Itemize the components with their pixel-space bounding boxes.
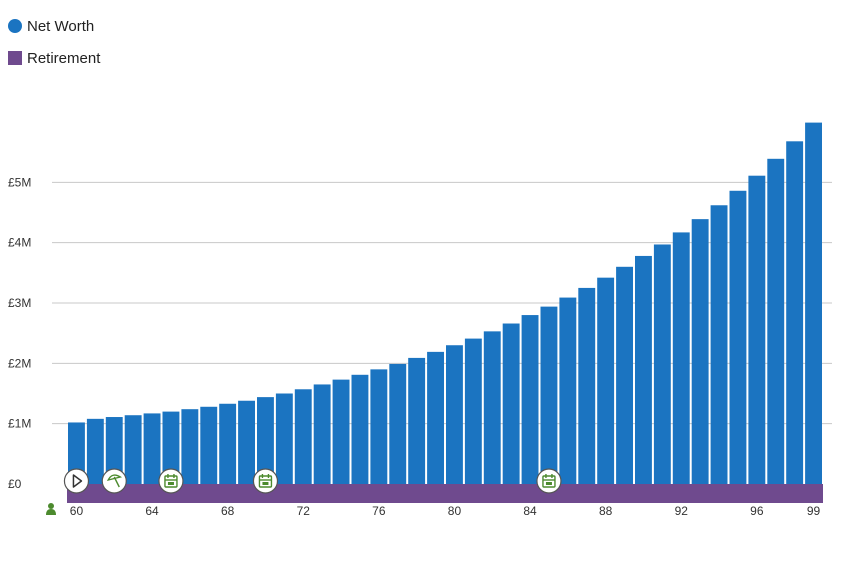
net-worth-bar[interactable] (483, 331, 501, 484)
beach-umbrella-icon (106, 474, 123, 488)
y-tick-label: £5M (8, 175, 31, 189)
net-worth-bar[interactable] (597, 277, 615, 484)
legend: Net Worth Retirement (8, 10, 100, 74)
net-worth-bar[interactable] (389, 363, 407, 484)
net-worth-bar[interactable] (616, 266, 633, 484)
net-worth-bar[interactable] (672, 232, 690, 484)
play-icon (72, 474, 83, 488)
y-tick-label: £3M (8, 296, 31, 310)
net-worth-bar[interactable] (238, 400, 255, 484)
y-tick-label: £2M (8, 356, 31, 370)
net-worth-bar[interactable] (351, 374, 369, 484)
net-worth-bar[interactable] (162, 411, 180, 484)
event-marker[interactable] (536, 468, 562, 494)
y-tick-label: £0 (8, 477, 22, 491)
y-tick-label: £4M (8, 236, 31, 250)
net-worth-bar[interactable] (257, 397, 274, 484)
net-worth-bar[interactable] (578, 287, 596, 484)
legend-item-net-worth[interactable]: Net Worth (8, 10, 100, 42)
y-tick-label: £1M (8, 417, 31, 431)
x-tick-label: 76 (372, 504, 386, 518)
net-worth-bar[interactable] (181, 409, 199, 484)
x-tick-label: 72 (297, 504, 311, 518)
event-marker[interactable] (252, 468, 279, 494)
x-tick-label: 80 (448, 504, 462, 518)
net-worth-bar[interactable] (313, 384, 331, 484)
x-tick-label: 60 (70, 504, 84, 518)
net-worth-bar[interactable] (691, 219, 709, 485)
net-worth-bar[interactable] (143, 413, 161, 484)
net-worth-bar[interactable] (370, 369, 388, 484)
net-worth-bar[interactable] (68, 422, 85, 484)
event-marker[interactable] (63, 468, 90, 494)
calendar-icon (542, 474, 556, 488)
net-worth-bar[interactable] (635, 255, 652, 484)
net-worth-bar[interactable] (786, 141, 804, 484)
net-worth-bar[interactable] (653, 244, 671, 484)
net-worth-bar[interactable] (332, 379, 350, 484)
net-worth-bar[interactable] (408, 357, 426, 484)
net-worth-bar[interactable] (446, 345, 463, 484)
net-worth-bar[interactable] (86, 418, 104, 484)
net-worth-bar[interactable] (464, 338, 482, 484)
event-marker[interactable] (101, 468, 127, 494)
event-marker[interactable] (158, 468, 184, 494)
x-tick-label: 96 (750, 504, 764, 518)
person-icon (46, 503, 56, 515)
x-tick-label: 99 (807, 504, 821, 518)
net-worth-bar[interactable] (200, 406, 218, 484)
x-tick-label: 84 (523, 504, 537, 518)
x-tick-label: 64 (145, 504, 159, 518)
net-worth-bar[interactable] (105, 417, 123, 484)
net-worth-bar[interactable] (767, 158, 785, 484)
net-worth-bar[interactable] (219, 403, 237, 484)
net-worth-bar[interactable] (805, 122, 822, 484)
retirement-swatch (8, 51, 22, 65)
x-tick-label: 88 (599, 504, 613, 518)
legend-item-retirement[interactable]: Retirement (8, 42, 100, 74)
calendar-icon (258, 474, 273, 488)
legend-label: Retirement (27, 49, 101, 67)
net-worth-swatch (8, 19, 22, 33)
x-tick-label: 68 (221, 504, 235, 518)
net-worth-bar[interactable] (710, 205, 728, 484)
x-tick-label: 92 (675, 504, 689, 518)
legend-label: Net Worth (27, 17, 95, 35)
calendar-icon (164, 474, 178, 488)
net-worth-bar[interactable] (124, 415, 142, 484)
net-worth-bar[interactable] (521, 315, 539, 484)
net-worth-bar[interactable] (540, 306, 558, 484)
net-worth-bar[interactable] (502, 323, 520, 484)
net-worth-bar[interactable] (427, 351, 444, 484)
net-worth-bar[interactable] (294, 389, 312, 484)
net-worth-bar[interactable] (748, 175, 766, 485)
net-worth-bar[interactable] (559, 297, 577, 484)
net-worth-bar[interactable] (729, 190, 747, 484)
net-worth-bar[interactable] (275, 393, 293, 485)
